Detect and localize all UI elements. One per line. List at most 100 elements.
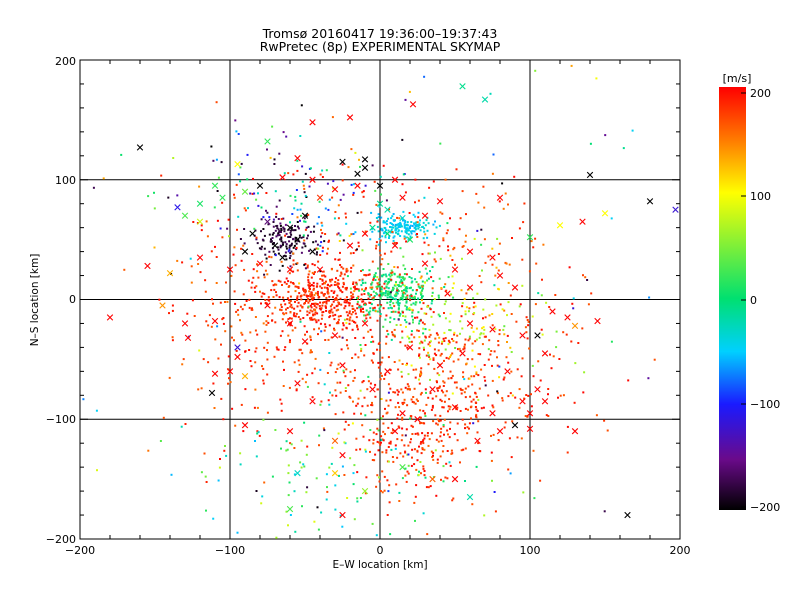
data-point-dot — [427, 351, 430, 354]
data-point-dot — [460, 388, 463, 391]
data-point-dot — [325, 169, 328, 172]
data-point-dot — [509, 472, 512, 475]
data-point-dot — [285, 321, 287, 324]
data-point-dot — [395, 291, 398, 294]
data-point-dot — [396, 456, 399, 459]
data-point-dot — [292, 238, 294, 241]
data-point-dot — [215, 101, 218, 104]
data-point-dot — [434, 220, 436, 223]
data-point-dot — [375, 433, 378, 436]
data-point-dot — [424, 328, 427, 331]
data-point-dot — [342, 283, 345, 286]
data-point-dot — [415, 368, 418, 371]
data-point-dot — [348, 322, 351, 325]
data-point-dot — [289, 265, 292, 268]
data-point-dot — [418, 342, 421, 345]
data-point-dot — [405, 480, 408, 483]
data-point-dot — [318, 434, 321, 437]
data-point-dot — [450, 452, 453, 455]
data-point-dot — [304, 291, 307, 294]
data-point-dot — [277, 248, 280, 251]
data-point-dot — [345, 267, 348, 270]
data-point-dot — [207, 361, 210, 364]
data-point-dot — [396, 438, 399, 441]
data-point-dot — [319, 301, 322, 304]
data-point-dot — [265, 260, 268, 263]
data-point-dot — [279, 238, 282, 241]
data-point-dot — [371, 281, 374, 284]
data-point-dot — [289, 324, 292, 327]
data-point-x — [519, 332, 526, 339]
data-point-dot — [403, 277, 406, 280]
data-point-dot — [470, 417, 472, 420]
data-point-dot — [408, 322, 411, 325]
data-point-dot — [455, 386, 458, 389]
data-point-dot — [405, 300, 408, 303]
data-point-dot — [272, 296, 275, 298]
data-point-dot — [379, 175, 382, 178]
data-point-dot — [234, 264, 237, 267]
data-point-x — [339, 511, 346, 519]
data-point-dot — [368, 273, 371, 276]
data-point-dot — [147, 449, 150, 452]
data-point-dot — [449, 356, 451, 358]
data-point-dot — [491, 324, 494, 327]
data-point-dot — [468, 335, 471, 338]
data-point-dot — [445, 289, 448, 292]
data-point-dot — [285, 510, 288, 513]
data-point-dot — [417, 227, 420, 230]
data-point-x — [391, 428, 399, 435]
data-point-dot — [420, 307, 423, 310]
data-point-dot — [385, 275, 388, 278]
data-point-dot — [331, 196, 334, 199]
data-point-dot — [443, 286, 446, 288]
data-point-dot — [263, 276, 266, 279]
data-point-dot — [402, 455, 405, 458]
data-point-dot — [387, 307, 390, 310]
data-point-dot — [418, 322, 421, 325]
data-point-x — [331, 186, 339, 193]
data-point-dot — [246, 153, 249, 156]
data-point-dot — [391, 331, 394, 334]
data-point-dot — [300, 104, 303, 107]
data-point-dot — [260, 245, 263, 248]
data-point-dot — [377, 243, 380, 246]
data-point-dot — [371, 260, 374, 263]
data-point-dot — [473, 375, 476, 378]
data-point-dot — [493, 284, 496, 287]
data-point-dot — [468, 422, 471, 425]
data-point-dot — [283, 172, 286, 175]
data-point-x — [526, 410, 534, 417]
data-point-dot — [256, 406, 259, 409]
data-point-dot — [439, 142, 442, 145]
data-point-dot — [309, 317, 311, 320]
data-point-dot — [346, 269, 349, 272]
data-point-dot — [304, 333, 306, 336]
data-point-dot — [371, 459, 374, 461]
data-point-dot — [393, 273, 396, 276]
data-point-dot — [306, 385, 309, 388]
data-point-dot — [507, 361, 510, 364]
data-point-dot — [216, 190, 219, 192]
data-point-dot — [312, 287, 315, 290]
data-point-dot — [372, 361, 374, 364]
data-point-dot — [470, 375, 473, 378]
data-point-dot — [405, 308, 408, 311]
data-point-dot — [308, 286, 311, 289]
data-point-dot — [434, 414, 437, 417]
data-point-dot — [465, 306, 468, 309]
data-point-dot — [364, 303, 367, 306]
data-point-dot — [292, 259, 295, 262]
data-point-dot — [337, 285, 340, 288]
data-point-dot — [315, 247, 318, 250]
data-point-dot — [283, 368, 285, 371]
data-point-dot — [300, 439, 303, 442]
data-point-dot — [372, 340, 375, 343]
data-point-dot — [491, 247, 494, 250]
data-point-dot — [274, 229, 277, 232]
grid-lines — [80, 60, 680, 539]
data-point-dot — [414, 432, 417, 435]
data-point-dot — [338, 258, 341, 261]
data-point-dot — [384, 273, 387, 276]
data-point-dot — [303, 290, 305, 293]
